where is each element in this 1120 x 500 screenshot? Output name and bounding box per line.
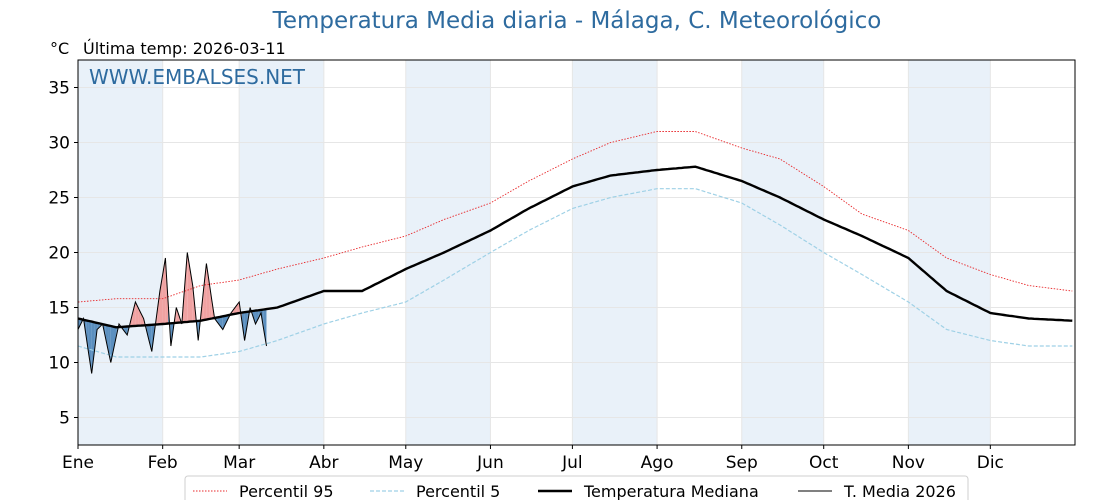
y-tick-label: 20 — [48, 244, 70, 264]
legend-label: Percentil 95 — [239, 482, 334, 500]
series-line-current — [77, 252, 267, 374]
fill-above-median — [187, 252, 190, 322]
x-tick-label: Nov — [892, 453, 925, 473]
y-tick-label: 15 — [48, 299, 70, 319]
fill-above-median — [233, 305, 237, 315]
fill-above-median — [209, 281, 212, 320]
x-tick-label: Ago — [641, 453, 674, 473]
fill-below-median — [91, 321, 95, 374]
fill-below-median — [149, 324, 152, 352]
fill-below-median — [86, 320, 89, 356]
fill-below-median — [78, 318, 81, 330]
fill-above-median — [135, 302, 139, 326]
x-tick-label: Abr — [309, 453, 338, 473]
y-tick-label: 25 — [48, 189, 70, 209]
x-axis: Ene Feb Mar Abr May Jun Jul Ago Sep Oct Nov Dic — [62, 445, 1004, 473]
chart-title: Temperatura Media diaria - Málaga, C. Me… — [272, 8, 882, 34]
last-temp-label: Última temp: 2026-03-11 — [83, 39, 286, 58]
fill-below-median — [108, 325, 111, 363]
legend-label: Temperatura Mediana — [583, 482, 759, 500]
fill-below-median — [255, 310, 259, 324]
fill-below-median — [124, 326, 128, 335]
fill-below-median — [105, 324, 109, 350]
fill-above-median — [184, 252, 188, 323]
series-line-p95 — [77, 131, 1073, 303]
legend-box — [184, 475, 969, 500]
fill-below-median — [222, 315, 226, 330]
series-lines — [77, 131, 1073, 374]
y-unit-label: °C — [50, 39, 70, 58]
x-tick-label: Sep — [726, 453, 758, 473]
fill-above-median — [176, 307, 180, 323]
fill-below-median — [110, 326, 114, 363]
fill-below-median — [217, 316, 221, 326]
x-tick-label: May — [388, 453, 423, 473]
y-axis: 5 10 15 20 25 30 35 — [48, 79, 78, 429]
x-tick-label: Feb — [148, 453, 178, 473]
series-line-p5 — [77, 188, 1073, 358]
watermark: WWW.EMBALSES.NET — [89, 65, 306, 89]
y-tick-label: 5 — [59, 409, 70, 429]
fill-above-median — [140, 313, 144, 326]
x-tick-label: Jul — [561, 453, 583, 473]
fill-below-median — [263, 309, 267, 346]
fill-above-median — [132, 302, 136, 327]
legend: Percentil 95 Percentil 5 Temperatura Media… — [184, 475, 969, 500]
y-tick-label: 35 — [48, 79, 70, 99]
x-tick-label: Mar — [223, 453, 255, 473]
x-tick-label: Ene — [62, 453, 94, 473]
x-tick-label: Oct — [809, 453, 839, 473]
fill-below-median — [244, 311, 248, 341]
legend-label: T. Media 2026 — [843, 482, 956, 500]
y-tick-label: 30 — [48, 134, 70, 154]
series-line-median — [77, 165, 1073, 329]
y-tick-label: 10 — [48, 354, 70, 374]
legend-label: Percentil 5 — [416, 482, 500, 500]
fill-above-median — [203, 263, 207, 321]
fill-below-median — [88, 321, 92, 374]
x-tick-label: Dic — [977, 453, 1004, 473]
x-tick-label: Jun — [476, 453, 504, 473]
fill-above-median — [162, 258, 166, 324]
grid-lines — [77, 60, 1075, 445]
fill-below-median — [113, 326, 117, 350]
